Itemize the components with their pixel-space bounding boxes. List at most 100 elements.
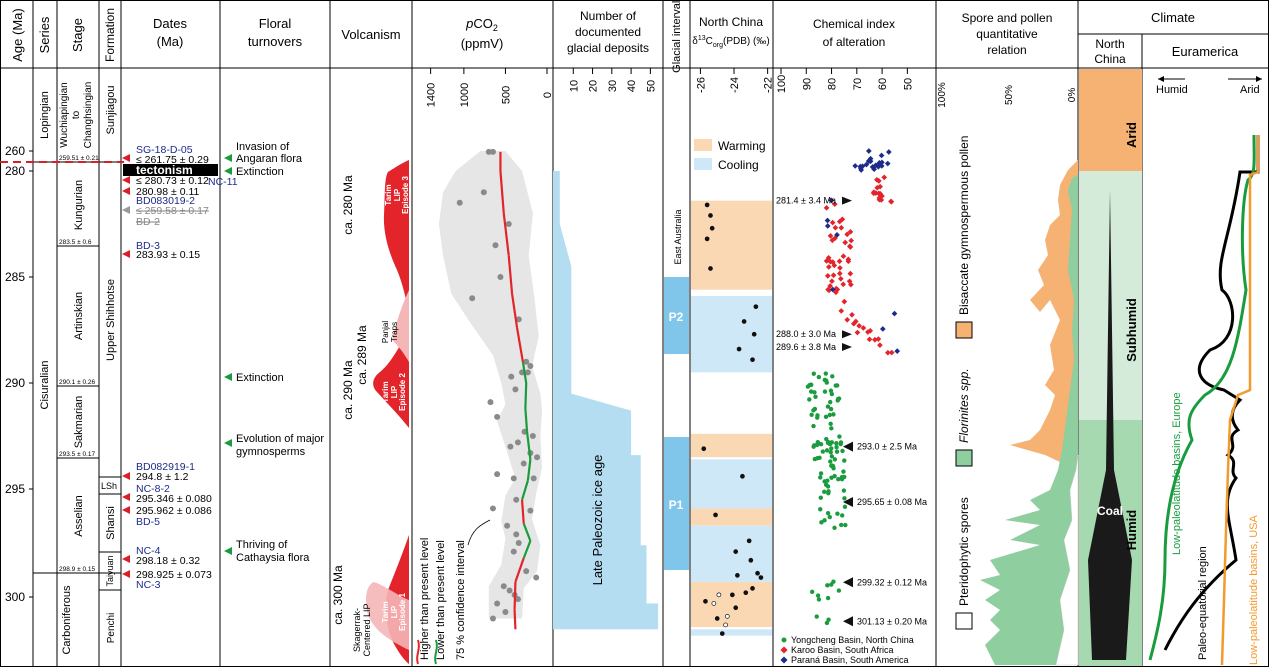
cia-karoo-point <box>865 329 871 335</box>
pco2-point <box>494 471 501 478</box>
cia-yongcheng-point <box>836 588 842 593</box>
cia-yongcheng-point <box>832 525 837 530</box>
cia-karoo-point <box>834 286 841 293</box>
cooling-legend-label: Cooling <box>718 158 759 172</box>
carbon-point <box>716 592 722 598</box>
usa-curve <box>1220 135 1260 666</box>
age-header: Age (Ma) <box>10 8 25 61</box>
cia-karoo-point <box>879 193 885 199</box>
spore-axis-50: 50% <box>1004 85 1015 105</box>
cia-karoo-point <box>844 316 851 323</box>
carbon-point <box>735 573 740 578</box>
floral-marker <box>224 373 232 381</box>
cia-yongcheng-point <box>829 426 834 431</box>
stage-kungurian: Kungurian <box>73 180 85 230</box>
pco2-tick-label: 1400 <box>426 83 438 107</box>
pco2-header-1: pCO2 <box>465 16 498 33</box>
pco2-point <box>510 475 517 482</box>
pco2-trend-segment <box>514 557 525 583</box>
cooling-band <box>691 629 772 636</box>
cia-age-marker <box>842 330 852 339</box>
carbon-point <box>719 631 725 636</box>
cia-age-marker <box>842 342 852 351</box>
cooling-band <box>691 296 772 373</box>
cia-yongcheng-point <box>829 454 835 459</box>
cia-tick-label: 100 <box>776 75 788 93</box>
carbon-point <box>713 512 718 518</box>
carbon-tick-label: -26 <box>695 77 707 93</box>
cia-yongcheng-point <box>828 450 833 455</box>
cia-yongcheng-point <box>809 589 815 595</box>
date-marker <box>122 250 130 258</box>
skagerrak-label-2: Centered LIP <box>362 603 372 656</box>
cia-yongcheng-point <box>807 397 812 402</box>
carbon-point <box>746 538 752 544</box>
cia-karoo-point <box>870 189 877 196</box>
carbon-point <box>755 570 760 576</box>
cia-karoo-point <box>888 349 895 356</box>
carbon-header-2: δ13Corg(PDB) (‰) <box>692 35 769 49</box>
pco2-point <box>500 583 507 590</box>
cia-age-label: 281.4 ± 3.4 Ma <box>776 196 836 206</box>
interval-p1-label: P1 <box>669 498 684 512</box>
cia-yongcheng-point <box>825 484 831 489</box>
cia-karoo-point <box>866 336 873 343</box>
tarim-lip-episode-2 <box>373 330 409 428</box>
pco2-trend-segment <box>513 609 517 630</box>
humid-axis-label: Humid <box>1156 84 1188 96</box>
date-value: 295.346 ± 0.080 <box>136 493 212 505</box>
cia-header-1: Chemical index <box>813 17 895 31</box>
cia-yongcheng-point <box>839 522 844 528</box>
coal-wedge <box>1088 190 1132 660</box>
stage-sakmarian: Sakmarian <box>73 396 85 449</box>
cia-karoo-point <box>849 311 855 318</box>
pco2-legend-higher: Higher than present level <box>419 538 431 660</box>
pco2-point <box>510 548 517 555</box>
cia-parana-point <box>866 148 872 154</box>
cia-parana-point <box>824 223 831 229</box>
cia-yongcheng-point <box>831 412 836 417</box>
cia-yongcheng-point <box>818 471 824 476</box>
cia-karoo-point <box>832 224 839 231</box>
cia-yongcheng-point <box>834 445 839 450</box>
climate-header: Climate <box>1151 10 1195 25</box>
cia-karoo-point <box>845 258 852 265</box>
age-tick-label: 300 <box>5 590 25 604</box>
volcanism-300: ca. 300 Ma <box>331 565 345 625</box>
date-marker <box>122 555 130 563</box>
pco2-trend-segment <box>521 361 528 384</box>
glacial-header-3: glacial deposits <box>567 41 649 55</box>
cia-karoo-point <box>885 349 891 356</box>
cia-parana-point <box>886 149 892 155</box>
stage-wuchiapingian-2: to <box>71 110 82 119</box>
europe-curve <box>1148 134 1256 661</box>
spore-header-3: relation <box>987 43 1026 57</box>
floral-marker <box>224 154 232 162</box>
spore-header-1: Spore and pollen <box>962 11 1053 25</box>
cia-yongcheng-point <box>812 456 818 462</box>
legend-parana: Paraná Basin, South America <box>791 655 909 665</box>
floral-text: Cathaysia flora <box>236 552 310 564</box>
date-id: NC-3 <box>136 579 161 591</box>
pco2-trend-segment <box>507 255 514 295</box>
cia-karoo-point <box>846 243 853 250</box>
glacial-tick-label: 10 <box>568 80 580 92</box>
arid-axis-label: Arid <box>1240 84 1260 96</box>
cia-karoo-point <box>874 184 881 191</box>
date-marker <box>122 570 130 578</box>
spore-header-2: quantitative <box>976 27 1038 41</box>
cia-karoo-point <box>877 342 883 348</box>
pco2-trend-segment <box>521 480 529 501</box>
pco2-point <box>505 221 512 227</box>
skagerrak-lip <box>366 582 409 650</box>
cia-yongcheng-point <box>825 583 830 588</box>
pco2-point <box>497 274 504 280</box>
volcanism-290: ca. 290 Ma <box>341 360 355 420</box>
pco2-point <box>456 199 463 206</box>
cia-yongcheng-point <box>816 374 822 380</box>
cia-yongcheng-point <box>818 441 824 447</box>
cia-header-2: of alteration <box>823 35 886 49</box>
cia-yongcheng-point <box>811 423 816 429</box>
pco2-trend-segment <box>502 213 510 256</box>
cia-yongcheng-point <box>829 440 835 445</box>
